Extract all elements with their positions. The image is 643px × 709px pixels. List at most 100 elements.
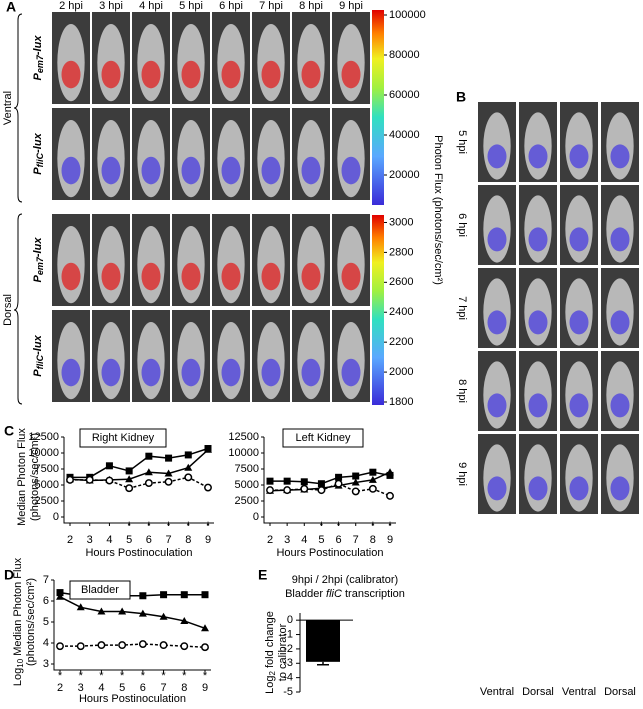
- image-signal: [610, 144, 630, 169]
- colorbar-tick-label: 60000: [389, 89, 420, 101]
- y-axis-label: Log10 Median Photon Flux: [12, 557, 25, 686]
- marker: [165, 454, 173, 462]
- marker: [317, 480, 325, 488]
- marker: [145, 452, 153, 460]
- y-axis-label-part: (photons/sec/cm²): [29, 433, 41, 521]
- significance-mark: *: [182, 670, 187, 682]
- x-tick-label: 2: [67, 534, 73, 546]
- significance-mark: *: [319, 520, 324, 532]
- panel-label: E: [258, 567, 267, 583]
- marker: [56, 592, 64, 600]
- x-tick-label: 2: [57, 682, 63, 694]
- image-signal: [610, 310, 630, 335]
- colorbar-tick-label: 2800: [389, 246, 413, 258]
- image-signal: [610, 476, 630, 501]
- significance-mark: *: [99, 670, 104, 682]
- significance-mark: *: [203, 670, 208, 682]
- chart-title: Left Kidney: [295, 432, 351, 444]
- x-tick-label: 5: [318, 534, 324, 546]
- image-signal: [341, 156, 361, 185]
- title-box: [69, 580, 131, 600]
- image-signal: [569, 393, 589, 418]
- y-axis-label-part: fold change: [264, 611, 276, 671]
- image-signal: [141, 156, 161, 185]
- image-signal: [301, 156, 321, 185]
- image-signal: [528, 310, 548, 335]
- image-signal: [61, 358, 81, 387]
- row-label-part: P: [32, 72, 44, 80]
- x-tick-label: 5: [126, 534, 132, 546]
- axis: [263, 437, 396, 524]
- marker: [76, 603, 85, 611]
- y-tick-label: 0: [287, 614, 293, 626]
- y-tick-label: -3: [283, 657, 293, 669]
- y-tick-label: -1: [283, 628, 293, 640]
- column-label: 5 hpi: [179, 0, 203, 12]
- chart-title: Bladder: [81, 584, 119, 596]
- row-label-part: -lux: [32, 334, 44, 354]
- row-label: 7 hpi: [456, 296, 468, 320]
- image-signal: [101, 60, 121, 89]
- marker: [334, 479, 343, 488]
- significance-mark: *: [58, 670, 63, 682]
- y-axis-label-part: (photons/sec/cm²): [25, 578, 37, 666]
- y-axis-label-part: Median Photon Flux: [12, 557, 24, 658]
- column-label: 8 hpi: [299, 0, 323, 12]
- column-label: 3 hpi: [99, 0, 123, 12]
- marker: [369, 468, 377, 476]
- image-signal: [261, 156, 281, 185]
- row-label-part: P: [32, 167, 44, 175]
- image-signal: [528, 393, 548, 418]
- x-tick-label: 3: [284, 534, 290, 546]
- image-signal: [341, 262, 361, 291]
- chart-title: Bladder fliC transcription: [285, 588, 405, 600]
- row-label-part: P: [32, 274, 44, 282]
- x-tick-label: 4: [301, 534, 307, 546]
- x-tick-label: 8: [185, 534, 191, 546]
- marker: [180, 591, 188, 599]
- title-box: [282, 428, 364, 448]
- colorbar-tick-label: 2000: [389, 366, 413, 378]
- x-tick-label: 2: [267, 534, 273, 546]
- x-tick-label: 3: [78, 682, 84, 694]
- column-label: 2 hpi: [59, 0, 83, 12]
- image-signal: [261, 262, 281, 291]
- x-axis-label: Hours Postinoculation: [85, 547, 192, 559]
- y-tick-label: 7: [43, 574, 49, 586]
- marker: [386, 491, 394, 500]
- marker: [144, 468, 153, 476]
- marker: [118, 607, 127, 615]
- row-label-part: -lux: [32, 237, 44, 257]
- image-signal: [487, 227, 507, 252]
- column-label: 7 hpi: [259, 0, 283, 12]
- title-box: [79, 428, 167, 448]
- column-label: Dorsal: [522, 686, 554, 698]
- chart-title-part: transcription: [342, 588, 405, 600]
- marker: [266, 486, 274, 495]
- colorbar-tick-label: 2200: [389, 336, 413, 348]
- image-signal: [181, 358, 201, 387]
- marker: [76, 642, 85, 651]
- significance-mark: *: [166, 520, 171, 532]
- row-label: PfliC-lux: [32, 132, 45, 174]
- y-tick-label: 3: [43, 658, 49, 670]
- image-signal: [487, 144, 507, 169]
- marker: [201, 643, 209, 652]
- x-tick-label: 4: [98, 682, 104, 694]
- marker: [201, 624, 209, 632]
- y-tick-label: 5000: [235, 479, 259, 491]
- y-tick-label: 2500: [235, 495, 259, 507]
- panel-label: D: [4, 567, 14, 583]
- x-tick-label: 8: [181, 682, 187, 694]
- colorbar-tick-label: 2600: [389, 276, 413, 288]
- row-label-part: -lux: [32, 132, 44, 152]
- significance-mark: *: [127, 520, 132, 532]
- x-axis-label: Hours Postinoculation: [276, 547, 383, 559]
- marker: [300, 478, 308, 486]
- row-label-sub: fliC: [35, 152, 45, 167]
- significance-mark: *: [141, 670, 146, 682]
- marker: [56, 589, 64, 597]
- image-signal: [221, 156, 241, 185]
- marker: [184, 463, 193, 471]
